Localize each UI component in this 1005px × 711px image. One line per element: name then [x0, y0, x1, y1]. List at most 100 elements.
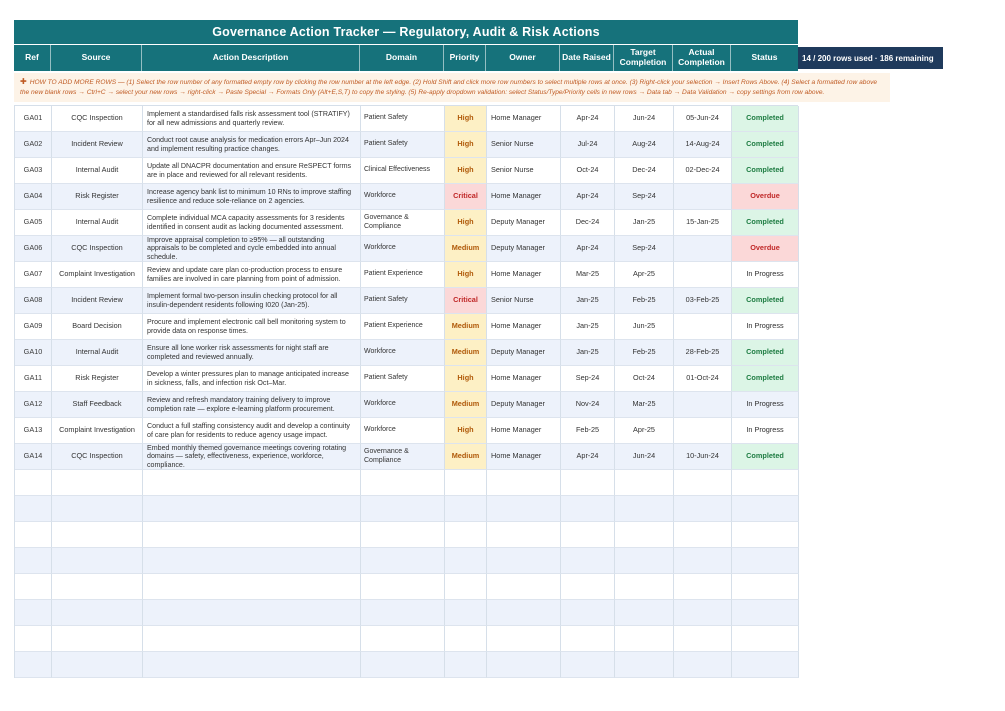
cell-actual-completion[interactable]: 03-Feb-25: [674, 288, 732, 314]
cell-target-completion[interactable]: Dec-24: [615, 158, 674, 184]
cell-source[interactable]: CQC Inspection: [52, 444, 143, 470]
cell-target-completion[interactable]: Sep-24: [615, 184, 674, 210]
cell-ref[interactable]: GA09: [15, 314, 52, 340]
cell-domain[interactable]: [361, 522, 445, 548]
cell-domain[interactable]: Workforce: [361, 184, 445, 210]
cell-ref[interactable]: GA14: [15, 444, 52, 470]
cell-actual-completion[interactable]: 10-Jun-24: [674, 444, 732, 470]
cell-action-description[interactable]: [143, 548, 361, 574]
cell-action-description[interactable]: Ensure all lone worker risk assessments …: [143, 340, 361, 366]
cell-priority[interactable]: High: [445, 132, 487, 158]
cell-ref[interactable]: [15, 522, 52, 548]
cell-source[interactable]: [52, 496, 143, 522]
cell-status[interactable]: Completed: [732, 340, 799, 366]
cell-domain[interactable]: [361, 652, 445, 678]
cell-date-raised[interactable]: Dec-24: [561, 210, 615, 236]
cell-date-raised[interactable]: [561, 548, 615, 574]
cell-date-raised[interactable]: Oct-24: [561, 158, 615, 184]
cell-action-description[interactable]: Develop a winter pressures plan to manag…: [143, 366, 361, 392]
cell-ref[interactable]: GA11: [15, 366, 52, 392]
cell-target-completion[interactable]: [615, 496, 674, 522]
cell-actual-completion[interactable]: [674, 496, 732, 522]
cell-action-description[interactable]: [143, 470, 361, 496]
cell-status[interactable]: [732, 626, 799, 652]
cell-priority[interactable]: High: [445, 210, 487, 236]
cell-date-raised[interactable]: [561, 496, 615, 522]
cell-priority[interactable]: High: [445, 106, 487, 132]
cell-action-description[interactable]: [143, 626, 361, 652]
cell-actual-completion[interactable]: 15-Jan-25: [674, 210, 732, 236]
cell-source[interactable]: Staff Feedback: [52, 392, 143, 418]
cell-domain[interactable]: Patient Safety: [361, 288, 445, 314]
cell-ref[interactable]: GA08: [15, 288, 52, 314]
cell-actual-completion[interactable]: [674, 626, 732, 652]
cell-source[interactable]: CQC Inspection: [52, 236, 143, 262]
cell-date-raised[interactable]: Jan-25: [561, 340, 615, 366]
cell-domain[interactable]: Governance & Compliance: [361, 210, 445, 236]
cell-target-completion[interactable]: Apr-25: [615, 262, 674, 288]
cell-action-description[interactable]: [143, 496, 361, 522]
cell-target-completion[interactable]: Jun-25: [615, 314, 674, 340]
cell-domain[interactable]: Workforce: [361, 418, 445, 444]
cell-target-completion[interactable]: [615, 652, 674, 678]
cell-target-completion[interactable]: Feb-25: [615, 288, 674, 314]
cell-status[interactable]: Completed: [732, 288, 799, 314]
cell-status[interactable]: In Progress: [732, 262, 799, 288]
cell-owner[interactable]: Home Manager: [487, 262, 561, 288]
cell-target-completion[interactable]: Jun-24: [615, 444, 674, 470]
cell-action-description[interactable]: Update all DNACPR documentation and ensu…: [143, 158, 361, 184]
cell-source[interactable]: Risk Register: [52, 366, 143, 392]
cell-date-raised[interactable]: Apr-24: [561, 184, 615, 210]
cell-domain[interactable]: [361, 548, 445, 574]
cell-target-completion[interactable]: Jan-25: [615, 210, 674, 236]
cell-owner[interactable]: [487, 626, 561, 652]
cell-date-raised[interactable]: Jan-25: [561, 314, 615, 340]
cell-date-raised[interactable]: Feb-25: [561, 418, 615, 444]
cell-date-raised[interactable]: Apr-24: [561, 106, 615, 132]
cell-owner[interactable]: Senior Nurse: [487, 288, 561, 314]
cell-priority[interactable]: [445, 548, 487, 574]
cell-actual-completion[interactable]: 28-Feb-25: [674, 340, 732, 366]
cell-status[interactable]: In Progress: [732, 392, 799, 418]
cell-owner[interactable]: Home Manager: [487, 314, 561, 340]
cell-domain[interactable]: Workforce: [361, 236, 445, 262]
cell-ref[interactable]: GA10: [15, 340, 52, 366]
cell-status[interactable]: In Progress: [732, 418, 799, 444]
cell-source[interactable]: [52, 652, 143, 678]
cell-ref[interactable]: [15, 574, 52, 600]
cell-target-completion[interactable]: [615, 470, 674, 496]
cell-priority[interactable]: High: [445, 262, 487, 288]
cell-ref[interactable]: [15, 496, 52, 522]
cell-ref[interactable]: GA13: [15, 418, 52, 444]
cell-actual-completion[interactable]: [674, 418, 732, 444]
cell-ref[interactable]: [15, 470, 52, 496]
cell-status[interactable]: [732, 548, 799, 574]
cell-owner[interactable]: Deputy Manager: [487, 210, 561, 236]
cell-ref[interactable]: [15, 548, 52, 574]
cell-source[interactable]: Complaint Investigation: [52, 262, 143, 288]
cell-actual-completion[interactable]: [674, 392, 732, 418]
cell-owner[interactable]: Home Manager: [487, 444, 561, 470]
cell-owner[interactable]: Home Manager: [487, 184, 561, 210]
cell-source[interactable]: [52, 522, 143, 548]
cell-priority[interactable]: [445, 522, 487, 548]
cell-domain[interactable]: Patient Experience: [361, 314, 445, 340]
cell-owner[interactable]: Home Manager: [487, 418, 561, 444]
cell-action-description[interactable]: Conduct a full staffing consistency audi…: [143, 418, 361, 444]
cell-actual-completion[interactable]: [674, 600, 732, 626]
cell-date-raised[interactable]: Apr-24: [561, 236, 615, 262]
cell-actual-completion[interactable]: [674, 522, 732, 548]
cell-action-description[interactable]: Review and update care plan co-productio…: [143, 262, 361, 288]
cell-priority[interactable]: Medium: [445, 236, 487, 262]
cell-priority[interactable]: Medium: [445, 392, 487, 418]
cell-source[interactable]: Internal Audit: [52, 210, 143, 236]
cell-action-description[interactable]: Improve appraisal completion to ≥95% — a…: [143, 236, 361, 262]
cell-priority[interactable]: Critical: [445, 184, 487, 210]
cell-source[interactable]: Internal Audit: [52, 340, 143, 366]
cell-owner[interactable]: [487, 548, 561, 574]
cell-priority[interactable]: Medium: [445, 444, 487, 470]
cell-priority[interactable]: Medium: [445, 314, 487, 340]
cell-domain[interactable]: [361, 496, 445, 522]
cell-status[interactable]: [732, 652, 799, 678]
cell-ref[interactable]: GA06: [15, 236, 52, 262]
